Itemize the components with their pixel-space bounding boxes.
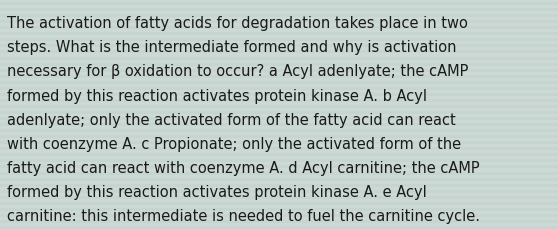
Bar xyxy=(0,202,558,205)
Text: formed by this reaction activates protein kinase A. e Acyl: formed by this reaction activates protei… xyxy=(7,184,427,199)
Bar xyxy=(0,9,558,12)
Text: steps. What is the intermediate formed and why is activation: steps. What is the intermediate formed a… xyxy=(7,40,457,55)
Bar xyxy=(0,15,558,18)
Bar xyxy=(0,117,558,120)
Text: adenlyate; only the activated form of the fatty acid can react: adenlyate; only the activated form of th… xyxy=(7,112,456,127)
Bar xyxy=(0,166,558,169)
Bar xyxy=(0,178,558,181)
Bar xyxy=(0,39,558,42)
Bar xyxy=(0,208,558,211)
Bar xyxy=(0,57,558,60)
Bar xyxy=(0,3,558,6)
Bar xyxy=(0,93,558,96)
Bar xyxy=(0,196,558,199)
Bar xyxy=(0,190,558,193)
Bar xyxy=(0,136,558,139)
Bar xyxy=(0,21,558,24)
Bar xyxy=(0,220,558,223)
Bar xyxy=(0,106,558,109)
Bar xyxy=(0,51,558,54)
Bar xyxy=(0,33,558,36)
Bar xyxy=(0,112,558,114)
Bar xyxy=(0,226,558,229)
Bar xyxy=(0,148,558,151)
Bar xyxy=(0,214,558,217)
Bar xyxy=(0,75,558,78)
Bar xyxy=(0,123,558,127)
Text: formed by this reaction activates protein kinase A. b Acyl: formed by this reaction activates protei… xyxy=(7,88,427,103)
Text: carnitine: this intermediate is needed to fuel the carnitine cycle.: carnitine: this intermediate is needed t… xyxy=(7,208,480,223)
Text: The activation of fatty acids for degradation takes place in two: The activation of fatty acids for degrad… xyxy=(7,16,468,31)
Bar xyxy=(0,160,558,163)
Bar xyxy=(0,99,558,102)
Bar xyxy=(0,172,558,175)
Text: fatty acid can react with coenzyme A. d Acyl carnitine; the cAMP: fatty acid can react with coenzyme A. d … xyxy=(7,160,480,175)
Text: with coenzyme A. c Propionate; only the activated form of the: with coenzyme A. c Propionate; only the … xyxy=(7,136,461,151)
Bar xyxy=(0,154,558,157)
Bar xyxy=(0,45,558,48)
Bar xyxy=(0,81,558,84)
Bar xyxy=(0,69,558,72)
Bar xyxy=(0,87,558,90)
Bar xyxy=(0,27,558,30)
Text: necessary for β oxidation to occur? a Acyl adenlyate; the cAMP: necessary for β oxidation to occur? a Ac… xyxy=(7,64,469,79)
Bar xyxy=(0,142,558,145)
Bar xyxy=(0,130,558,133)
Bar xyxy=(0,184,558,187)
Bar xyxy=(0,63,558,66)
